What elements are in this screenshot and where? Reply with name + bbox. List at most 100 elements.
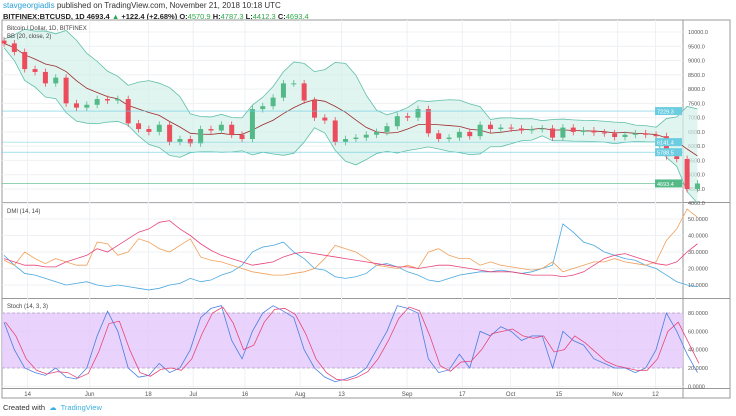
tradingview-logo-icon: ☁ — [49, 403, 57, 412]
price-tag-label: 7229.3 — [657, 110, 674, 116]
bollinger-lower — [3, 47, 698, 204]
low-value: 4412.3 — [252, 12, 276, 21]
dmi-adx-line — [3, 220, 698, 278]
stoch-k-line — [3, 305, 698, 383]
y-tick-label: 40.0000 — [688, 348, 708, 354]
y-tick-label: 60.0000 — [688, 329, 708, 335]
footer: Created with ☁ TradingView — [3, 403, 102, 412]
publish-info: stavgeorgiadis published on TradingView.… — [3, 1, 281, 10]
y-tick-label: 10000.0 — [688, 30, 708, 36]
candle — [198, 129, 204, 144]
candle — [694, 183, 700, 189]
y-tick-label: 4000.0 — [688, 201, 705, 207]
x-tick-label: 18 — [145, 392, 152, 398]
price-pane-title: Bitcoin / Dollar, 1D, BITFINEX — [7, 26, 87, 32]
candle — [249, 109, 255, 140]
candle — [560, 127, 566, 138]
candle — [53, 77, 59, 84]
candle — [622, 134, 628, 138]
high-value: 4787.3 — [220, 12, 244, 21]
candle — [436, 133, 442, 140]
candle — [280, 83, 286, 98]
symbol: BITFINEX:BTCUSD, 1D — [3, 12, 85, 21]
candle — [581, 130, 587, 132]
candle — [343, 139, 349, 142]
x-tick-label: Oct — [506, 392, 516, 398]
x-tick-label: 16 — [242, 392, 249, 398]
candle — [94, 99, 100, 105]
candle — [684, 159, 690, 189]
candle — [456, 131, 462, 138]
high-label: H: — [212, 12, 221, 21]
price-tag — [655, 138, 682, 147]
candle — [11, 43, 17, 52]
stoch-pane-title: Stoch (14, 3, 3) — [7, 304, 48, 310]
author-link[interactable]: stavgeorgiadis — [3, 1, 55, 10]
candle — [446, 137, 452, 140]
candle — [260, 106, 266, 110]
candle — [384, 126, 390, 132]
open-label: O: — [179, 12, 188, 21]
candle — [632, 133, 638, 135]
price-tag — [655, 148, 682, 157]
y-tick-label: 30.0000 — [688, 250, 708, 256]
price-tag — [655, 107, 682, 116]
candle — [312, 100, 317, 118]
candle — [136, 123, 142, 130]
price-change: +122.4 (+2.68%) — [121, 12, 178, 21]
x-tick-label: 15 — [556, 392, 563, 398]
candle — [394, 116, 400, 127]
candle — [63, 77, 69, 104]
open-value: 4570.9 — [187, 12, 211, 21]
candle — [570, 127, 576, 132]
close-value: 4693.4 — [285, 12, 309, 21]
candle — [663, 136, 669, 157]
y-tick-label: 80.0000 — [688, 311, 708, 317]
candle — [187, 139, 193, 144]
candle — [22, 51, 28, 70]
x-tick-label: 14 — [24, 392, 31, 398]
created-with: Created with — [3, 403, 46, 412]
x-tick-label: 13 — [338, 392, 345, 398]
price-tag-label: 6141.4 — [657, 141, 674, 147]
candle — [374, 131, 380, 135]
candle — [487, 124, 493, 130]
candle — [353, 137, 359, 140]
x-tick-label: 12 — [652, 392, 659, 398]
candle — [601, 132, 607, 134]
candle — [415, 109, 421, 118]
y-tick-label: 20.0000 — [688, 366, 708, 372]
candle — [653, 134, 659, 137]
chart-frame — [1, 19, 731, 399]
candle — [477, 124, 483, 137]
candle — [208, 129, 214, 131]
y-tick-label: 0.0000 — [688, 384, 705, 390]
dmi-di-line — [3, 208, 698, 276]
candle — [229, 124, 235, 135]
publish-text: published on TradingView.com, November 2… — [56, 1, 281, 10]
y-tick-label: 7500.0 — [688, 101, 705, 107]
y-tick-label: 40.0000 — [688, 234, 708, 240]
candle — [612, 133, 618, 138]
candle — [1, 40, 7, 44]
price-tag — [655, 179, 682, 188]
up-arrow-icon: ▲ — [111, 12, 120, 21]
candle — [239, 134, 245, 140]
x-tick-label: Nov — [612, 392, 623, 398]
candle — [539, 128, 545, 130]
candle — [363, 134, 369, 138]
x-tick-label: 17 — [459, 392, 466, 398]
y-tick-label: 9000.0 — [688, 59, 705, 65]
stoch-d-line — [5, 306, 700, 381]
x-tick-label: Sep — [402, 392, 413, 398]
candle — [301, 83, 307, 101]
candle — [42, 71, 48, 84]
stoch-band — [2, 313, 683, 368]
candle — [291, 83, 297, 85]
bollinger-upper — [3, 28, 698, 128]
candle — [73, 103, 79, 108]
tradingview-link[interactable]: TradingView — [60, 403, 102, 412]
x-tick-label: Aug — [295, 392, 306, 398]
candle — [115, 99, 121, 101]
